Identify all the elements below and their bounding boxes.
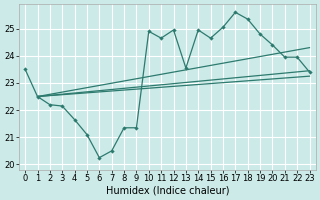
X-axis label: Humidex (Indice chaleur): Humidex (Indice chaleur) — [106, 186, 229, 196]
